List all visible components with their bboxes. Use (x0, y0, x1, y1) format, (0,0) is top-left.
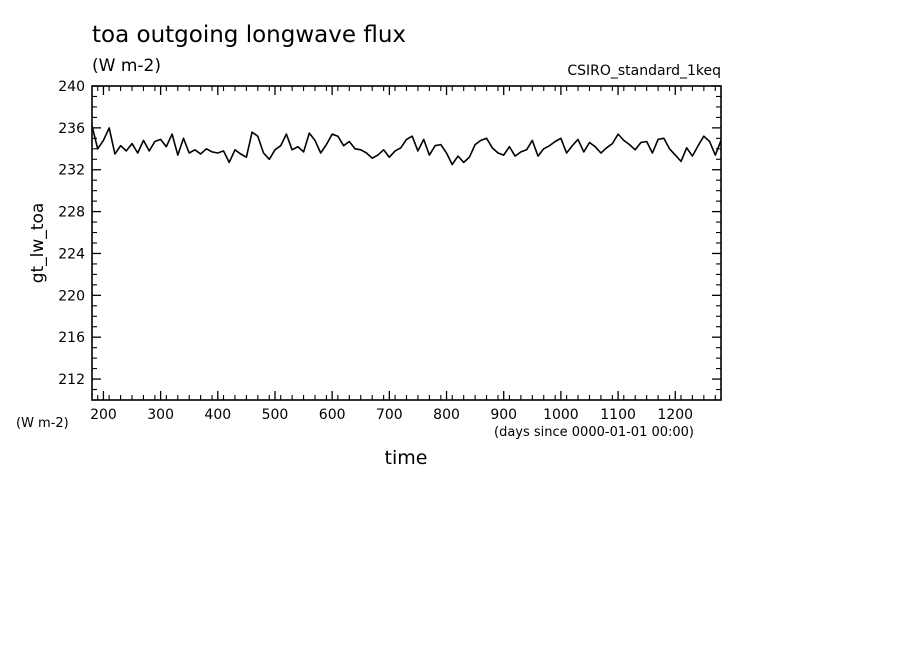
x-tick-label: 700 (376, 407, 403, 423)
y-tick-label: 212 (58, 372, 85, 388)
run-label: CSIRO_standard_1keq (567, 63, 721, 79)
x-tick-label: 200 (90, 407, 117, 423)
x-axis-label: time (384, 447, 428, 469)
x-tick-label: 1100 (600, 407, 636, 423)
y-tick-label: 236 (58, 121, 85, 137)
y-axis-label: gt_lw_toa (28, 202, 48, 284)
axis-ticks (92, 85, 721, 401)
y-tick-label: 228 (58, 205, 85, 221)
plot-frame (91, 85, 722, 401)
x-tick-label: 800 (433, 407, 460, 423)
x-axis-units: (days since 0000-01-01 00:00) (494, 425, 695, 440)
x-tick-label: 400 (204, 407, 231, 423)
y-tick-label: 220 (58, 288, 85, 304)
x-tick-label: 1000 (543, 407, 579, 423)
y-tick-label: 232 (58, 163, 85, 179)
y-tick-label: 240 (58, 79, 85, 95)
y-tick-labels: 212 216 220 224 228 232 236 240 (58, 79, 85, 388)
x-tick-label: 300 (147, 407, 174, 423)
x-tick-label: 900 (490, 407, 517, 423)
chart-title: toa outgoing longwave flux (92, 22, 407, 48)
x-tick-label: 500 (262, 407, 289, 423)
y-axis-units: (W m-2) (16, 416, 69, 431)
series-line (91, 125, 722, 166)
y-tick-label: 216 (58, 330, 85, 346)
chart-subtitle: (W m-2) (92, 56, 161, 76)
y-tick-label: 224 (58, 246, 85, 262)
x-tick-label: 1200 (657, 407, 693, 423)
x-tick-label: 600 (319, 407, 346, 423)
x-tick-labels: 200 300 400 500 600 700 800 900 1000 1100 1200 (90, 407, 693, 423)
